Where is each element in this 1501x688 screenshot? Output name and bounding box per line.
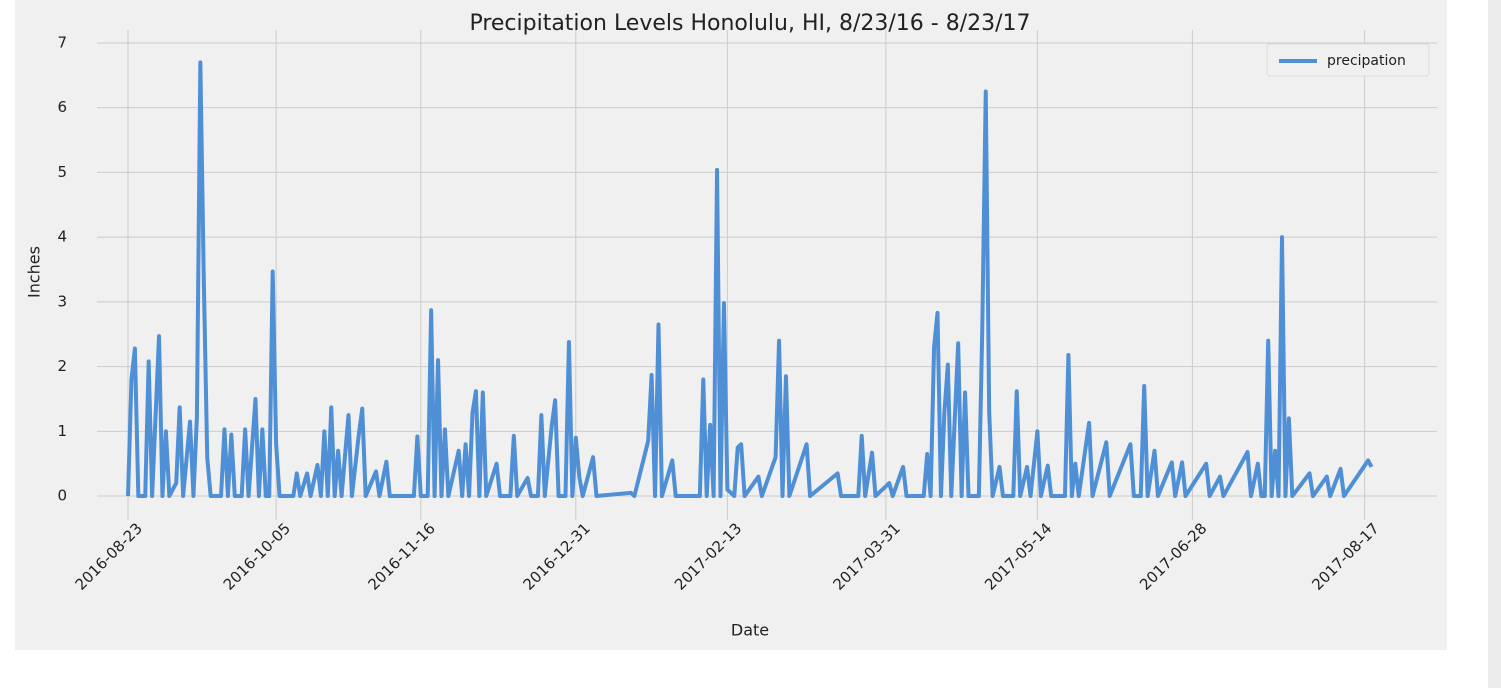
y-tick-label: 1 xyxy=(57,422,67,440)
legend-box xyxy=(1266,43,1430,77)
plot xyxy=(126,60,1374,499)
y-tick-label: 7 xyxy=(57,33,67,51)
scrollbar xyxy=(1488,0,1501,688)
data-line xyxy=(126,60,1374,499)
y-tick-label: 4 xyxy=(57,228,67,246)
y-tick-label: 0 xyxy=(57,487,67,505)
figure-background xyxy=(15,0,1447,650)
y-axis-label: Inches xyxy=(25,246,44,298)
y-tick-label: 2 xyxy=(57,357,67,375)
x-axis-label: Date xyxy=(731,621,769,640)
y-tick-label: 5 xyxy=(57,163,67,181)
y-tick-label: 6 xyxy=(57,98,67,116)
grid xyxy=(97,30,1437,520)
legend-label: precipation xyxy=(1327,53,1406,69)
legend: precipation xyxy=(1266,43,1430,77)
y-tick-label: 3 xyxy=(57,292,67,310)
chart-title: Precipitation Levels Honolulu, HI, 8/23/… xyxy=(469,11,1030,36)
